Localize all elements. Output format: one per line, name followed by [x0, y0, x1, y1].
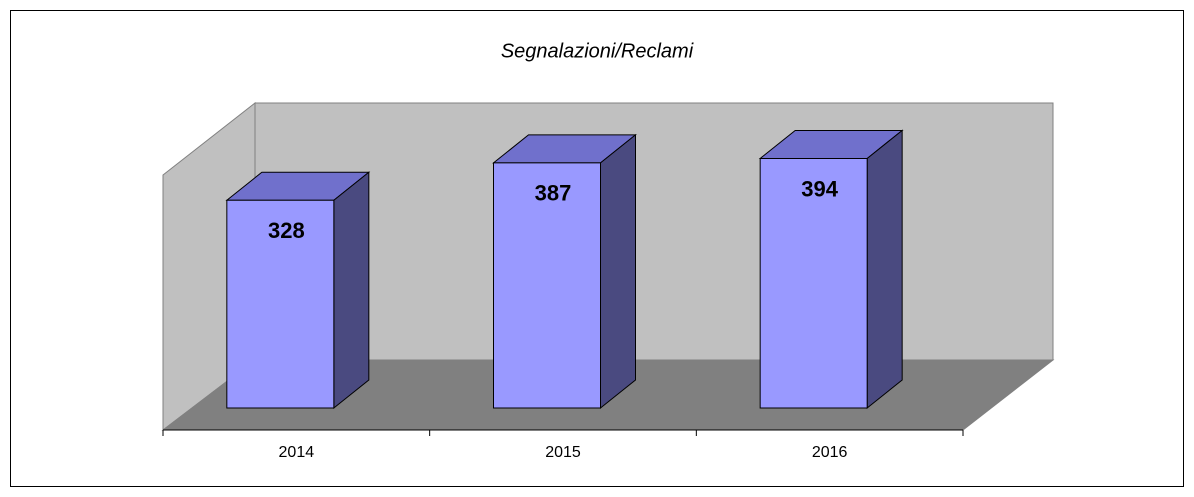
- bar-front: [226, 199, 335, 409]
- data-label: 394: [801, 176, 838, 201]
- bar: [758, 129, 904, 410]
- bar-front: [493, 162, 601, 409]
- chart-title: Segnalazioni/Reclami: [501, 40, 694, 62]
- data-label: 328: [268, 218, 305, 243]
- bar: [492, 133, 637, 410]
- back-wall: [254, 102, 1054, 361]
- bar-side: [600, 133, 636, 410]
- bar-side: [866, 129, 903, 410]
- bar-front: [759, 157, 868, 409]
- bar-side: [333, 171, 370, 410]
- data-label: 387: [535, 181, 572, 206]
- x-tick-label: 2016: [812, 444, 848, 461]
- x-tick-label: 2014: [279, 444, 315, 461]
- x-tick-label: 2015: [545, 444, 581, 461]
- bar: [225, 171, 371, 410]
